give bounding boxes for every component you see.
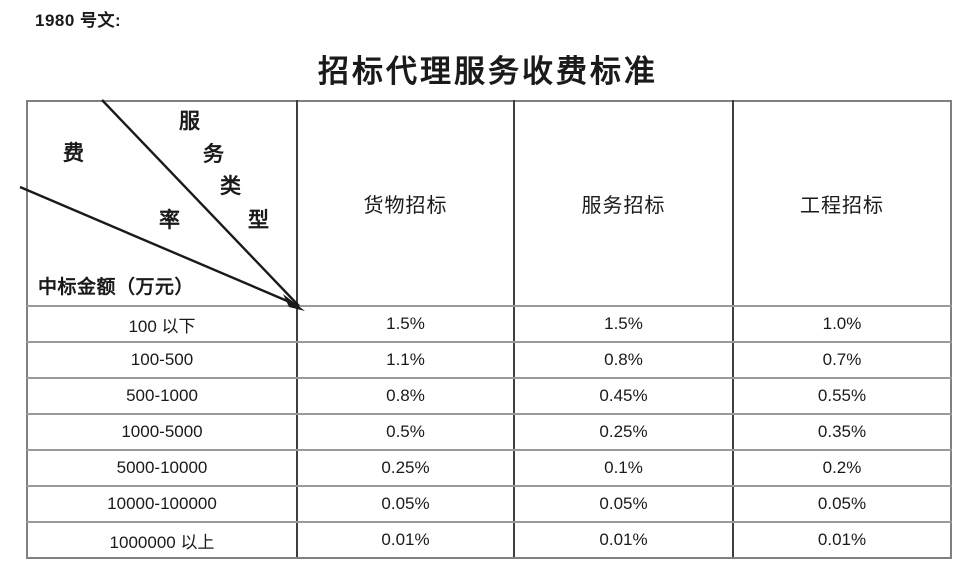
corner-rate-char-2: 率 — [159, 208, 180, 232]
fee-table: 服 务 类 型 费 率 中标金额（万元） 货物招标 服务招标 工程招标 100 … — [19, 99, 952, 559]
rate-cell: 0.25% — [513, 413, 734, 451]
rate-cell: 0.8% — [513, 341, 734, 379]
corner-amount-label: 中标金额（万元） — [38, 277, 195, 298]
amount-range-cell: 1000000 以上 — [26, 521, 298, 559]
column-header-goods: 货物招标 — [296, 100, 515, 307]
rate-cell: 0.05% — [732, 485, 952, 523]
amount-range-cell: 100 以下 — [26, 305, 298, 343]
corner-type-char-2: 务 — [203, 142, 224, 166]
rate-cell: 1.5% — [513, 305, 734, 343]
rate-cell: 0.1% — [513, 449, 734, 487]
table-row: 100 以下 1.5% 1.5% 1.0% — [26, 305, 952, 343]
rate-cell: 0.25% — [296, 449, 515, 487]
rate-cell: 0.05% — [513, 485, 734, 523]
table-row: 100-500 1.1% 0.8% 0.7% — [26, 341, 952, 379]
rate-cell: 0.55% — [732, 377, 952, 415]
rate-cell: 0.5% — [296, 413, 515, 451]
amount-range-cell: 500-1000 — [26, 377, 298, 415]
doc-number: 1980 号文: — [35, 11, 122, 30]
rate-cell: 0.05% — [296, 485, 515, 523]
rate-cell: 1.0% — [732, 305, 952, 343]
corner-type-char-4: 型 — [248, 208, 269, 232]
table-header-row: 服 务 类 型 费 率 中标金额（万元） 货物招标 服务招标 工程招标 — [19, 99, 952, 311]
table-row: 500-1000 0.8% 0.45% 0.55% — [26, 377, 952, 415]
corner-header-cell: 服 务 类 型 费 率 中标金额（万元） — [19, 99, 305, 311]
amount-range-cell: 10000-100000 — [26, 485, 298, 523]
column-header-engineering: 工程招标 — [732, 100, 952, 307]
rate-cell: 1.5% — [296, 305, 515, 343]
rate-cell: 0.45% — [513, 377, 734, 415]
table-row: 5000-10000 0.25% 0.1% 0.2% — [26, 449, 952, 487]
rate-cell: 0.01% — [513, 521, 734, 559]
rate-cell: 0.2% — [732, 449, 952, 487]
corner-type-char-1: 服 — [179, 109, 200, 133]
diagonal-upper-line — [101, 99, 300, 307]
amount-range-cell: 100-500 — [26, 341, 298, 379]
rate-cell: 0.35% — [732, 413, 952, 451]
table-row: 1000000 以上 0.01% 0.01% 0.01% — [26, 521, 952, 559]
amount-range-cell: 5000-10000 — [26, 449, 298, 487]
table-row: 1000-5000 0.5% 0.25% 0.35% — [26, 413, 952, 451]
rate-cell: 1.1% — [296, 341, 515, 379]
table-row: 10000-100000 0.05% 0.05% 0.05% — [26, 485, 952, 523]
rate-cell: 0.01% — [296, 521, 515, 559]
corner-rate-char-1: 费 — [63, 141, 84, 165]
rate-cell: 0.8% — [296, 377, 515, 415]
corner-type-char-3: 类 — [220, 174, 241, 198]
page-title: 招标代理服务收费标准 — [318, 54, 658, 89]
amount-range-cell: 1000-5000 — [26, 413, 298, 451]
rate-cell: 0.7% — [732, 341, 952, 379]
column-header-service: 服务招标 — [513, 100, 734, 307]
rate-cell: 0.01% — [732, 521, 952, 559]
